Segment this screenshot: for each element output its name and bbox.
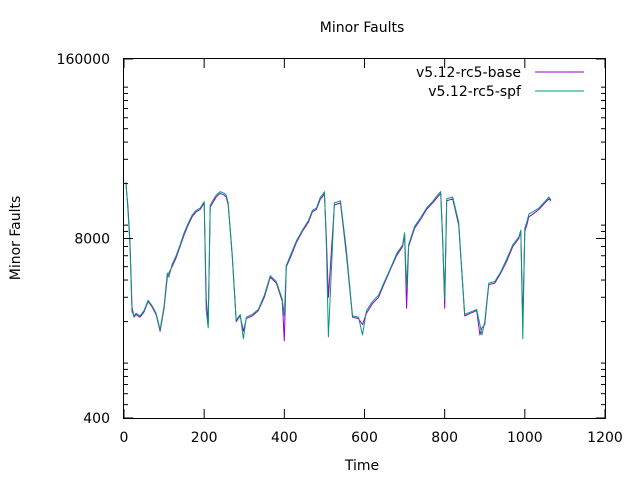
- x-tick-label: 1000: [507, 430, 543, 446]
- series-line-v5-12-rc5-spf: [125, 182, 552, 340]
- plot-area: [125, 182, 552, 342]
- chart-title: Minor Faults: [320, 20, 405, 36]
- y-tick-label: 400: [83, 411, 110, 427]
- legend-label: v5.12-rc5-spf: [428, 84, 522, 100]
- x-tick-label: 1200: [587, 430, 623, 446]
- legend: v5.12-rc5-base v5.12-rc5-spf: [416, 65, 584, 100]
- x-axis: 0 200 400 600 800 1000 1200: [120, 59, 623, 446]
- x-tick-label: 0: [120, 430, 129, 446]
- x-axis-label: Time: [344, 458, 379, 474]
- x-tick-label: 800: [431, 430, 458, 446]
- x-tick-label: 400: [271, 430, 298, 446]
- legend-label: v5.12-rc5-base: [416, 65, 521, 81]
- y-axis-label: Minor Faults: [8, 196, 24, 281]
- y-tick-label: 160000: [57, 52, 110, 68]
- x-tick-label: 200: [191, 430, 218, 446]
- plot-frame: [123, 58, 606, 419]
- y-axis: 400 8000 160000: [57, 52, 605, 427]
- y-tick-label: 8000: [74, 232, 110, 248]
- series-line-v5-12-rc5-base: [125, 185, 552, 342]
- x-tick-label: 600: [351, 430, 378, 446]
